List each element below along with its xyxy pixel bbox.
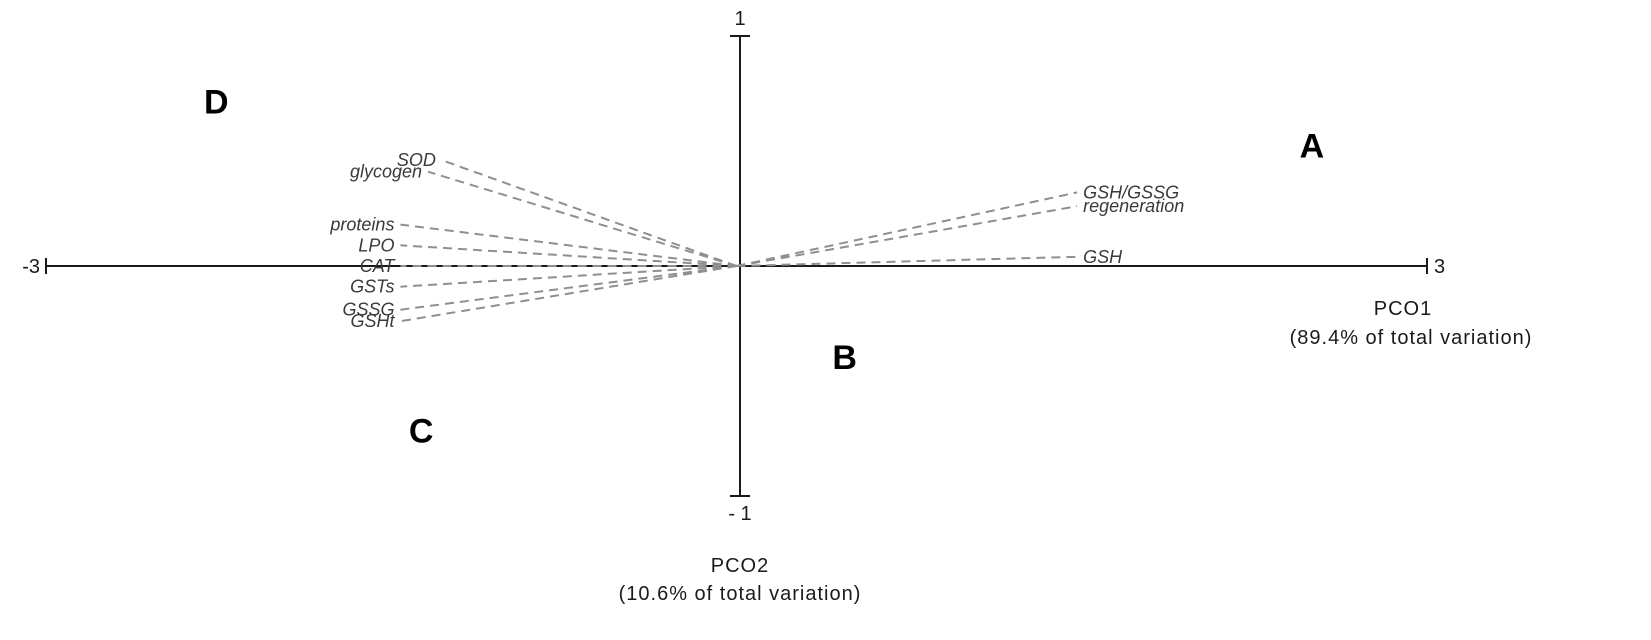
- vector-line-gssg: [400, 265, 737, 311]
- vector-line-gsh-gssg: [736, 191, 1078, 267]
- vector-label-gsh: GSH: [1083, 247, 1123, 267]
- vector-line-gsht: [400, 265, 737, 323]
- group-labels: A B C D: [204, 84, 1324, 451]
- y-tick-max: 1: [734, 8, 745, 30]
- vector-line-glycogen: [427, 170, 737, 267]
- group-label-c: C: [409, 413, 434, 451]
- vector-label-lpo: LPO: [358, 235, 394, 255]
- x-tick-max: 3: [1434, 256, 1445, 278]
- group-label-b: B: [832, 339, 857, 377]
- vector-line-regeneration: [736, 205, 1078, 267]
- vector-line-gsts: [400, 265, 737, 288]
- group-label-d: D: [204, 84, 229, 122]
- y-axis-title: PCO2: [711, 555, 769, 577]
- vector-line-gsh: [736, 255, 1078, 267]
- vector-label-gssg: GSSG: [342, 300, 394, 320]
- x-axis-subtitle: (89.4% of total variation): [1290, 327, 1533, 349]
- x-tick-min: -3: [22, 256, 40, 278]
- vector-line-lpo: [400, 244, 737, 267]
- group-label-a: A: [1300, 127, 1325, 165]
- y-tick-min: - 1: [728, 503, 751, 525]
- y-axis-subtitle: (10.6% of total variation): [619, 583, 862, 605]
- vector-label-gsht: GSHt: [350, 311, 395, 331]
- vector-line-proteins: [400, 223, 737, 267]
- vector-label-sod: SOD: [397, 150, 436, 170]
- vector-label-glycogen: glycogen: [350, 162, 422, 182]
- vector-label-gsts: GSTs: [350, 277, 394, 297]
- vector-label-regeneration: regeneration: [1083, 196, 1184, 216]
- vector-label-proteins: proteins: [329, 215, 394, 235]
- vector-label-gsh-gssg: GSH/GSSG: [1083, 182, 1179, 202]
- x-axis-title: PCO1: [1374, 298, 1432, 320]
- vector-label-cat: CAT: [360, 256, 397, 276]
- vector-line-sod: [441, 159, 737, 267]
